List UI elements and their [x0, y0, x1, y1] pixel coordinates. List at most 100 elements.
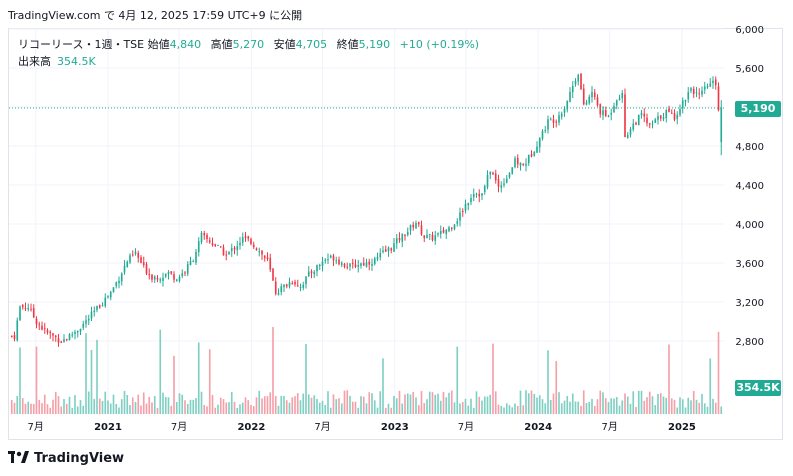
candle-body [448, 227, 450, 232]
candle-body [291, 283, 294, 285]
candle-body [321, 261, 324, 267]
volume-bar [505, 403, 508, 414]
volume-bar [695, 399, 698, 414]
candle-body [192, 261, 195, 263]
candle-body [599, 104, 602, 115]
volume-bar [175, 402, 178, 414]
x-tick-label: 2022 [237, 422, 265, 433]
candle-body [417, 222, 420, 225]
candle-body [145, 263, 148, 274]
candle-body [511, 167, 514, 174]
volume-bar [354, 401, 357, 414]
candle-body [406, 231, 409, 236]
volume-bar [624, 393, 626, 414]
candle-body [27, 308, 30, 310]
candle-body [673, 113, 676, 120]
volume-bar [475, 391, 478, 414]
candle-body [305, 276, 307, 285]
volume-bar [57, 396, 60, 414]
candle-body [574, 81, 577, 85]
close-value: 5,190 [358, 38, 391, 51]
volume-bar [131, 397, 134, 414]
volume-bar [684, 407, 687, 414]
volume-bar [258, 390, 261, 414]
candle-body [434, 235, 437, 241]
candle-body [646, 117, 648, 124]
volume-bar [547, 350, 549, 414]
volume-bar [544, 403, 547, 414]
volume-bar [643, 400, 646, 414]
candle-body [514, 158, 516, 168]
volume-bar [412, 391, 415, 414]
volume-bar [648, 391, 651, 414]
volume-bar [211, 394, 214, 414]
candle-body [585, 102, 588, 105]
candle-body [404, 235, 406, 237]
candle-body [456, 221, 459, 224]
candle-body [629, 128, 632, 135]
candle-body [371, 264, 373, 266]
candle-body [588, 96, 591, 104]
candle-body [368, 261, 371, 265]
last-price-tag: 5,190 [735, 101, 781, 117]
candle-body [178, 277, 181, 281]
candle-body [384, 249, 387, 252]
volume-bar [368, 392, 371, 414]
volume-bar [566, 396, 569, 414]
volume-bar [46, 404, 49, 414]
candle-body [690, 88, 692, 91]
volume-bar [49, 407, 52, 414]
open-value: 4,840 [169, 38, 202, 51]
candle-body [126, 261, 129, 267]
volume-bar [305, 343, 307, 414]
volume-bar [439, 400, 442, 414]
volume-bar [571, 393, 574, 414]
candle-body [555, 121, 558, 123]
volume-bar [186, 403, 189, 414]
candle-body [148, 274, 151, 276]
candle-body [497, 179, 500, 187]
candle-body [153, 276, 156, 280]
candle-body [615, 100, 618, 106]
candle-body [343, 264, 346, 267]
volume-bar [384, 407, 387, 414]
candle-body [703, 86, 706, 90]
candle-body [654, 119, 657, 123]
candle-body [635, 122, 637, 125]
volume-bar [459, 403, 461, 414]
candle-body [280, 286, 283, 293]
x-tick-label: 2024 [524, 422, 552, 433]
volume-bar [376, 407, 379, 414]
candle-body [453, 224, 456, 230]
volume-bar [192, 399, 195, 414]
candle-body [10, 335, 13, 337]
volume-bar [142, 392, 145, 414]
volume-bar [206, 406, 208, 414]
volume-bar [30, 403, 32, 414]
volume-bar [365, 403, 368, 414]
candle-body [684, 100, 687, 102]
candle-body [464, 204, 467, 211]
volume-bar [626, 396, 629, 414]
volume-bar [346, 390, 349, 414]
candle-body [230, 248, 233, 252]
candle-body [93, 310, 96, 312]
footer-brand[interactable]: TradingView [8, 451, 124, 466]
volume-bar [82, 405, 85, 414]
candle-body [43, 328, 46, 330]
candle-body [263, 255, 266, 258]
volume-bar [41, 403, 43, 414]
candle-body [200, 232, 203, 243]
volume-bar [195, 398, 197, 414]
volume-bar [197, 342, 200, 414]
volume-bar [239, 404, 241, 414]
candle-body [503, 183, 505, 186]
volume-bar [453, 402, 456, 414]
volume-bar [274, 396, 277, 414]
candle-body [115, 282, 118, 287]
volume-bar [123, 390, 126, 414]
candle-body [112, 287, 115, 293]
x-tick-label: 7月 [28, 421, 44, 433]
candle-body [219, 246, 222, 248]
